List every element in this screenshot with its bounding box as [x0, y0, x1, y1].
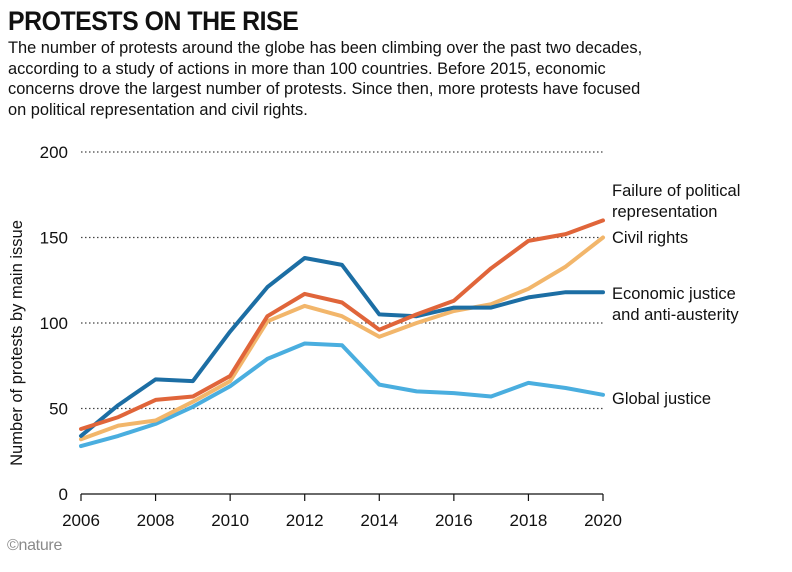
y-tick-label: 100: [40, 314, 68, 333]
y-tick-label: 50: [49, 400, 68, 419]
series-label: Civil rights: [612, 229, 688, 247]
series-line-civil-rights: [79, 235, 605, 442]
series-label: Failure of political: [612, 182, 740, 200]
y-tick-label: 0: [59, 485, 68, 504]
y-axis-ticks: 0 50 100 150 200: [40, 143, 68, 504]
y-tick-label: 200: [40, 143, 68, 162]
x-axis-ticks: 2006 2008 2010 2012 2014 2016 2018 2020: [62, 494, 622, 530]
x-tick-label: 2012: [286, 511, 324, 530]
x-tick-label: 2020: [584, 511, 622, 530]
series-label: Global justice: [612, 390, 711, 408]
y-axis-label: Number of protests by main issue: [8, 220, 26, 466]
series-line-failure-of-political-representation: [79, 218, 605, 431]
y-tick-label: 150: [40, 229, 68, 248]
x-tick-label: 2018: [510, 511, 548, 530]
nature-credit: ©nature: [7, 537, 63, 554]
gridlines: [81, 151, 603, 495]
series-labels: Failure of political representation Civil …: [612, 182, 740, 408]
x-tick-label: 2016: [435, 511, 473, 530]
chart-title: PROTESTS ON THE RISE: [8, 6, 299, 36]
series-line-global-justice: [79, 341, 605, 449]
x-tick-label: 2010: [211, 511, 249, 530]
series-lines: [79, 218, 605, 449]
chart-subtitle: The number of protests around the globe …: [8, 39, 643, 119]
series-label: Economic justice: [612, 285, 736, 303]
x-tick-label: 2006: [62, 511, 100, 530]
x-tick-label: 2008: [137, 511, 175, 530]
series-line-economic-justice-and-anti-austerity: [79, 256, 605, 438]
x-tick-label: 2014: [360, 511, 398, 530]
series-label: representation: [612, 203, 718, 221]
series-label: and anti-austerity: [612, 306, 739, 324]
